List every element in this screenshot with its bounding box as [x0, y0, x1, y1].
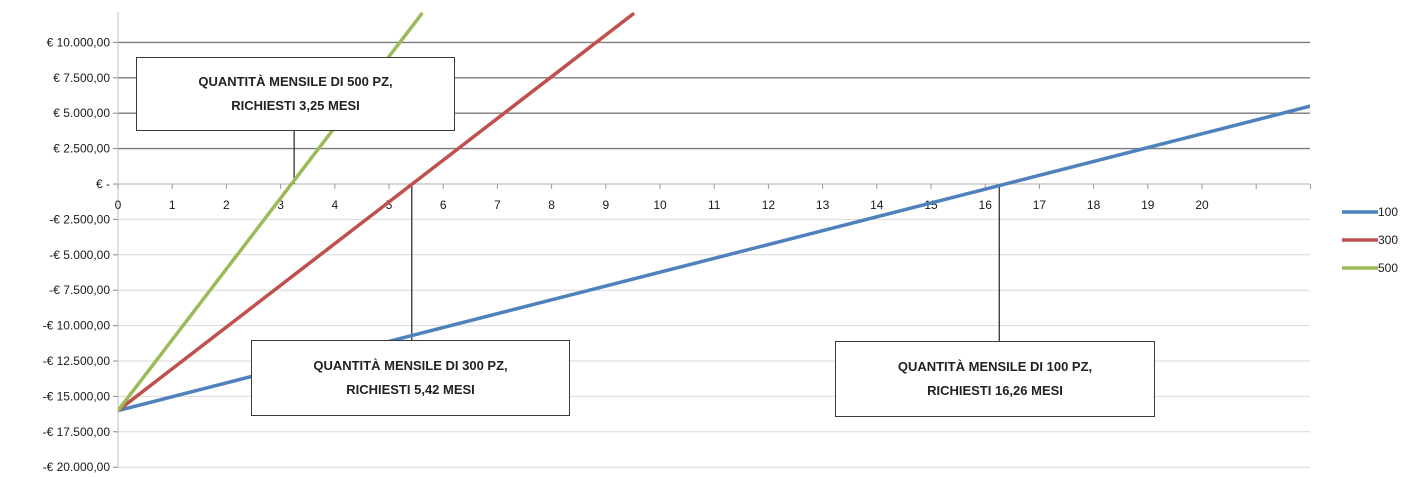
x-tick-label: 18 [1087, 198, 1101, 212]
y-tick-label: € 7.500,00 [53, 71, 110, 85]
annotation-100: QUANTITÀ MENSILE DI 100 PZ, RICHIESTI 16… [835, 341, 1155, 417]
x-tick-label: 1 [169, 198, 176, 212]
x-tick-label: 9 [602, 198, 609, 212]
y-tick-label: -€ 5.000,00 [49, 248, 110, 262]
x-tick-label: 5 [386, 198, 393, 212]
x-tick-label: 13 [816, 198, 830, 212]
annotation-100-line2: RICHIESTI 16,26 MESI [927, 383, 1063, 398]
x-tick-label: 19 [1141, 198, 1155, 212]
x-tick-label: 16 [979, 198, 993, 212]
y-tick-label: € - [96, 177, 110, 191]
y-tick-label: € 5.000,00 [53, 106, 110, 120]
x-tick-label: 14 [870, 198, 884, 212]
x-tick-label: 11 [708, 198, 721, 212]
y-tick-label: -€ 15.000,00 [43, 389, 111, 403]
x-tick-label: 2 [223, 198, 230, 212]
x-tick-label: 4 [331, 198, 338, 212]
x-tick-label: 6 [440, 198, 447, 212]
series-line-300 [118, 12, 635, 413]
y-tick-label: -€ 12.500,00 [43, 354, 111, 368]
annotation-300-line2: RICHIESTI 5,42 MESI [346, 382, 475, 397]
x-tick-label: 17 [1033, 198, 1047, 212]
x-tick-label: 12 [762, 198, 776, 212]
x-tick-label: 8 [548, 198, 555, 212]
legend-label-500: 500 [1378, 261, 1398, 275]
y-tick-label: -€ 17.500,00 [43, 425, 111, 439]
y-tick-label: € 2.500,00 [53, 142, 110, 156]
x-tick-label: 20 [1195, 198, 1209, 212]
annotation-100-line1: QUANTITÀ MENSILE DI 100 PZ, [897, 359, 1093, 374]
legend-label-100: 100 [1378, 205, 1398, 219]
y-tick-label: -€ 2.500,00 [49, 212, 110, 226]
annotation-300-line1: QUANTITÀ MENSILE DI 300 PZ, [313, 358, 508, 373]
y-tick-label: -€ 10.000,00 [43, 319, 111, 333]
x-tick-label: 0 [115, 198, 122, 212]
annotation-500: QUANTITÀ MENSILE DI 500 PZ, RICHIESTI 3,… [136, 57, 455, 131]
annotation-500-line2: RICHIESTI 3,25 MESI [231, 98, 360, 113]
x-tick-label: 7 [494, 198, 501, 212]
y-tick-label: -€ 7.500,00 [49, 283, 110, 297]
annotation-300: QUANTITÀ MENSILE DI 300 PZ, RICHIESTI 5,… [251, 340, 570, 416]
annotation-500-line1: QUANTITÀ MENSILE DI 500 PZ, [198, 74, 393, 89]
x-tick-label: 3 [277, 198, 284, 212]
legend-label-300: 300 [1378, 233, 1398, 247]
y-tick-label: € 10.000,00 [47, 35, 111, 49]
x-tick-label: 10 [653, 198, 667, 212]
y-tick-label: -€ 20.000,00 [43, 460, 111, 474]
